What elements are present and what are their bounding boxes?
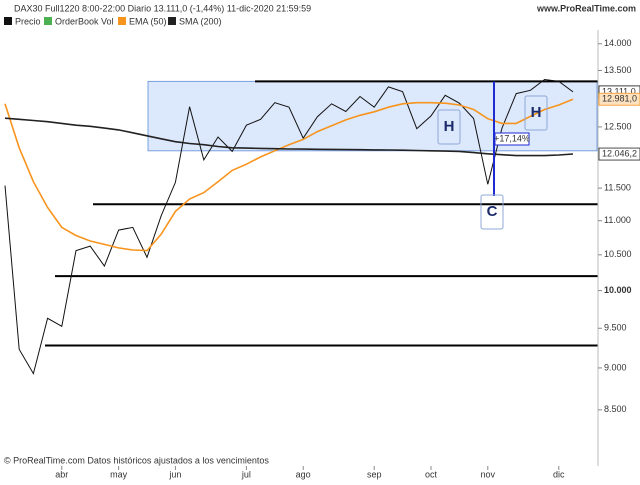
y-tick-label: 9.500: [604, 323, 627, 333]
y-tick-label: 8.500: [604, 404, 627, 414]
last-value-label: 13.111,0: [602, 86, 636, 96]
x-tick-label: nov: [481, 469, 496, 479]
legend-swatch: [4, 17, 12, 25]
x-tick-label: jul: [241, 469, 251, 479]
last-value-label: 12.981,0: [602, 94, 637, 104]
y-tick-label: 11.500: [604, 182, 631, 192]
legend-label: Precio: [15, 16, 41, 26]
annotation: H: [444, 118, 455, 135]
y-tick-label: 12.500: [604, 121, 632, 131]
annotation-box: [480, 194, 504, 230]
legend-swatch: [118, 17, 126, 25]
y-tick-label: 10.000: [604, 285, 632, 295]
x-tick-label: sep: [367, 469, 382, 479]
annotation-box: [494, 132, 530, 146]
x-tick-label: oct: [425, 469, 438, 479]
annotation-box: [437, 109, 461, 145]
legend-label: EMA (50): [129, 16, 167, 26]
y-tick-label: 9.000: [604, 362, 627, 372]
x-tick-label: dic: [553, 469, 565, 479]
legend-swatch: [44, 17, 52, 25]
last-value-box: [598, 92, 640, 106]
x-tick-label: may: [110, 469, 128, 479]
plot-area: [4, 78, 598, 375]
annotation: H: [531, 104, 542, 121]
y-tick-label: 10.500: [604, 249, 632, 259]
chart-title: DAX30 Full1220 8:00-22:00 Diario 13.111,…: [14, 3, 311, 13]
site: www.ProRealTime.com: [536, 3, 636, 13]
annotation: C: [487, 203, 498, 220]
series-line: [4, 78, 574, 375]
legend: Precio EMA (50) SMA (200): [4, 16, 222, 26]
annotation-box: [524, 95, 548, 131]
last-value-label: 12.046,2: [602, 148, 637, 158]
footer: © ProRealTime.com Datos históricos ajust…: [4, 455, 269, 465]
series-line: [4, 117, 574, 157]
x-tick-label: abr: [55, 469, 68, 479]
annotation: +17,14%: [494, 133, 530, 143]
legend-label: SMA (200): [179, 16, 222, 26]
y-tick-label: 11.000: [604, 215, 631, 225]
x-tick-label: ago: [296, 469, 311, 479]
y-tick-label: 13.500: [604, 65, 632, 75]
last-value-box: [598, 147, 640, 161]
legend-label: OrderBook Vol: [55, 16, 114, 26]
x-tick-label: jun: [168, 469, 181, 479]
header-bg: [0, 0, 640, 30]
y-tick-label: 14.000: [604, 38, 632, 48]
legend-swatch: [168, 17, 176, 25]
series-line: [4, 98, 574, 252]
